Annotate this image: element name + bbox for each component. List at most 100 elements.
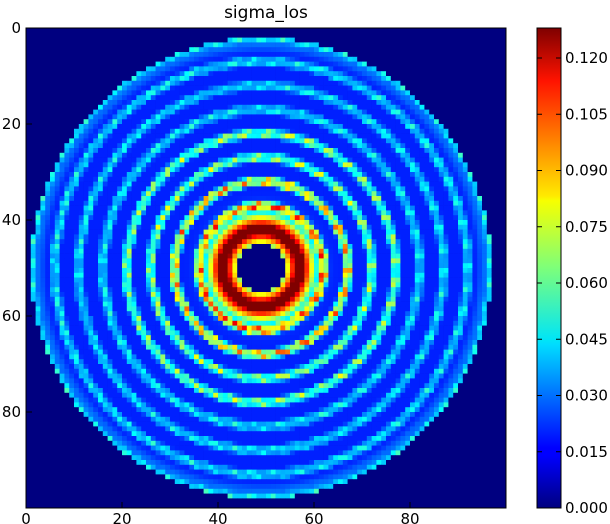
heatmap-cell (78, 133, 84, 139)
heatmap-cell (458, 176, 464, 182)
heatmap-cell (405, 244, 411, 250)
heatmap-cell (50, 37, 56, 43)
heatmap-cell (203, 66, 209, 72)
heatmap-cell (126, 128, 132, 134)
heatmap-cell (50, 191, 56, 197)
heatmap-cell (30, 220, 36, 226)
heatmap-cell (74, 224, 80, 230)
heatmap-cell (83, 148, 89, 154)
heatmap-cell (122, 32, 128, 38)
heatmap-cell (78, 119, 84, 125)
heatmap-cell (261, 37, 267, 43)
heatmap-cell (179, 133, 185, 139)
heatmap-cell (496, 138, 502, 144)
heatmap-cell (290, 100, 296, 106)
heatmap-cell (141, 191, 147, 197)
heatmap-cell (208, 258, 214, 264)
heatmap-cell (347, 239, 353, 245)
heatmap-cell (64, 100, 70, 106)
heatmap-cell (35, 28, 41, 34)
heatmap-cell (165, 253, 171, 259)
heatmap-cell (102, 47, 108, 53)
heatmap-cell (352, 248, 358, 254)
heatmap-cell (64, 239, 70, 245)
heatmap-cell (213, 124, 219, 130)
heatmap-cell (338, 172, 344, 178)
heatmap-cell (376, 61, 382, 67)
heatmap-cell (338, 191, 344, 197)
heatmap-cell (376, 176, 382, 182)
heatmap-cell (141, 80, 147, 86)
heatmap-cell (50, 181, 56, 187)
heatmap-cell (165, 104, 171, 110)
heatmap-cell (69, 215, 75, 221)
heatmap-cell (222, 162, 228, 168)
heatmap-cell (285, 148, 291, 154)
heatmap-cell (126, 138, 132, 144)
heatmap-cell (30, 95, 36, 101)
heatmap-cell (357, 205, 363, 211)
heatmap-cell (227, 109, 233, 115)
heatmap-cell (381, 176, 387, 182)
heatmap-cell (174, 152, 180, 158)
heatmap-cell (395, 119, 401, 125)
heatmap-cell (102, 191, 108, 197)
heatmap-cell (405, 80, 411, 86)
heatmap-cell (390, 37, 396, 43)
heatmap-cell (98, 229, 104, 235)
heatmap-cell (299, 109, 305, 115)
heatmap-cell (213, 32, 219, 38)
heatmap-cell (83, 181, 89, 187)
heatmap-cell (155, 104, 161, 110)
heatmap-cell (400, 258, 406, 264)
heatmap-cell (218, 119, 224, 125)
heatmap-cell (371, 109, 377, 115)
heatmap-cell (232, 85, 238, 91)
heatmap-cell (328, 56, 334, 62)
heatmap-cell (467, 42, 473, 48)
heatmap-cell (314, 138, 320, 144)
heatmap-cell (462, 90, 468, 96)
heatmap-cell (443, 128, 449, 134)
heatmap-cell (280, 224, 286, 230)
heatmap-cell (203, 191, 209, 197)
heatmap-cell (386, 167, 392, 173)
heatmap-cell (486, 152, 492, 158)
heatmap-cell (357, 210, 363, 216)
heatmap-cell (362, 28, 368, 34)
heatmap-cell (448, 128, 454, 134)
heatmap-cell (165, 47, 171, 53)
heatmap-cell (333, 224, 339, 230)
heatmap-cell (347, 133, 353, 139)
heatmap-cell (232, 167, 238, 173)
heatmap-cell (198, 47, 204, 53)
heatmap-cell (458, 42, 464, 48)
heatmap-cell (290, 114, 296, 120)
heatmap-cell (472, 152, 478, 158)
heatmap-cell (30, 90, 36, 96)
heatmap-cell (318, 37, 324, 43)
heatmap-cell (323, 181, 329, 187)
heatmap-cell (390, 172, 396, 178)
heatmap-cell (390, 224, 396, 230)
heatmap-cell (78, 42, 84, 48)
heatmap-cell (131, 80, 137, 86)
heatmap-cell (323, 95, 329, 101)
heatmap-cell (136, 80, 142, 86)
heatmap-cell (491, 253, 497, 259)
heatmap-cell (227, 148, 233, 154)
heatmap-cell (501, 200, 506, 206)
heatmap-cell (35, 167, 41, 173)
heatmap-cell (141, 148, 147, 154)
heatmap-cell (443, 109, 449, 115)
heatmap-cell (414, 66, 420, 72)
heatmap-cell (462, 71, 468, 77)
heatmap-cell (146, 205, 152, 211)
heatmap-cell (496, 124, 502, 130)
heatmap-cell (88, 104, 94, 110)
heatmap-cell (256, 172, 262, 178)
heatmap-cell (352, 210, 358, 216)
heatmap-cell (150, 263, 156, 269)
heatmap-cell (405, 186, 411, 192)
heatmap-cell (362, 76, 368, 82)
